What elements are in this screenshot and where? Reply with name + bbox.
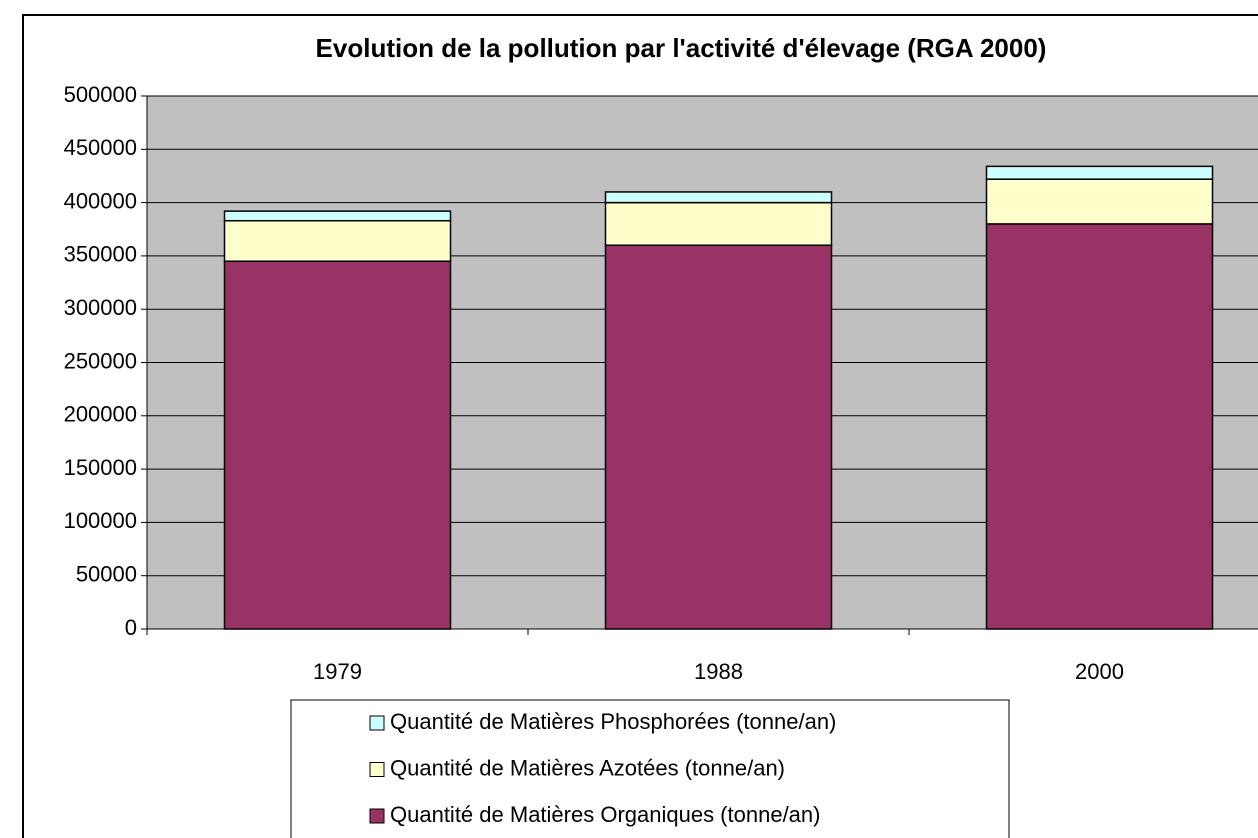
y-tick-label: 300000 xyxy=(64,295,137,320)
bar-segment xyxy=(604,191,833,204)
x-tick-label: 1988 xyxy=(694,659,743,684)
y-tick-label: 100000 xyxy=(64,508,137,533)
bar-segment xyxy=(604,201,833,246)
legend-swatch xyxy=(369,762,385,777)
y-tick-label: 450000 xyxy=(64,135,137,160)
y-tick-label: 200000 xyxy=(64,402,137,427)
legend-swatch xyxy=(369,808,385,824)
y-tick-label: 150000 xyxy=(64,455,137,480)
legend-box xyxy=(290,699,1010,838)
bar-segment xyxy=(223,210,452,222)
bar-segment xyxy=(985,165,1214,180)
bar-segment xyxy=(604,244,833,630)
bar-segment xyxy=(223,260,452,630)
bar-segment xyxy=(223,219,452,262)
bar-segment xyxy=(985,223,1214,630)
y-tick-label: 250000 xyxy=(64,348,137,373)
legend-label: Quantité de Matières Phosphorées (tonne/… xyxy=(390,709,836,734)
bar-segment xyxy=(985,178,1214,225)
y-tick-label: 350000 xyxy=(64,242,137,267)
legend-label: Quantité de Matières Azotées (tonne/an) xyxy=(390,755,785,780)
y-tick-label: 500000 xyxy=(64,82,137,107)
x-tick-label: 1979 xyxy=(313,659,362,684)
x-tick-label: 2000 xyxy=(1075,659,1124,684)
y-tick-label: 0 xyxy=(125,615,137,640)
legend-label: Quantité de Matières Organiques (tonne/a… xyxy=(390,802,820,827)
y-tick-label: 400000 xyxy=(64,188,137,213)
chart-title: Evolution de la pollution par l'activité… xyxy=(316,33,1047,63)
legend-swatch xyxy=(369,715,385,731)
y-tick-label: 50000 xyxy=(76,562,137,587)
